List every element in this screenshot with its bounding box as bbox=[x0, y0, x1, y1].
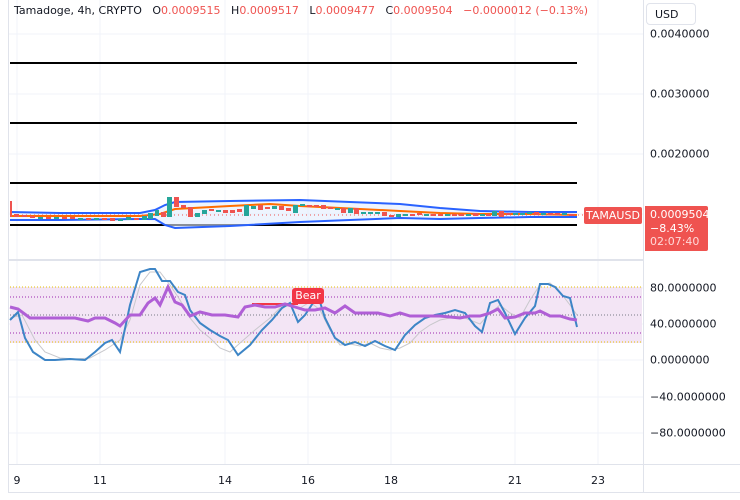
pane-separator[interactable] bbox=[8, 259, 740, 261]
indicator-tick: 0.0000000 bbox=[650, 353, 710, 367]
change-value: −0.0000012 (−0.13%) bbox=[463, 4, 589, 17]
bar-countdown: 02:07:40 bbox=[650, 235, 700, 248]
stochastic-k-line bbox=[9, 268, 578, 362]
last-price-value: 0.0009504 bbox=[650, 208, 710, 221]
bear-signal-label: Bear bbox=[292, 288, 324, 304]
open-value: 0.0009515 bbox=[161, 4, 221, 17]
support-resistance-lines bbox=[10, 62, 577, 226]
symbol-price-tag: TAMAUSD bbox=[584, 207, 642, 224]
high-value: 0.0009517 bbox=[239, 4, 299, 17]
low-value: 0.0009477 bbox=[315, 4, 375, 17]
bottom-border bbox=[8, 492, 740, 493]
open-label: O bbox=[152, 4, 162, 17]
time-axis[interactable] bbox=[8, 464, 740, 493]
bollinger-upper bbox=[9, 198, 577, 214]
time-label: 21 bbox=[508, 474, 522, 487]
currency-button[interactable]: USD bbox=[646, 3, 696, 25]
time-label: 14 bbox=[218, 474, 232, 487]
rsi-line bbox=[9, 283, 578, 328]
price-tick: 0.0020000 bbox=[650, 147, 710, 161]
last-price-tag: 0.0009504 −8.43% 02:07:40 bbox=[645, 206, 710, 251]
close-label: C bbox=[385, 4, 394, 17]
indicator-tick: 40.0000000 bbox=[650, 317, 717, 331]
price-tick: 0.0030000 bbox=[650, 87, 710, 101]
ohlc-legend: Tamadoge, 4h, CRYPTO O0.0009515 H0.00095… bbox=[14, 4, 588, 17]
time-label: 23 bbox=[591, 474, 605, 487]
time-label: 9 bbox=[13, 474, 21, 487]
left-border bbox=[8, 0, 9, 493]
last-price-change: −8.43% bbox=[650, 221, 695, 235]
indicator-tick: 80.0000000 bbox=[650, 281, 717, 295]
price-tick: 0.0040000 bbox=[650, 27, 710, 41]
indicator-tick: −40.0000000 bbox=[650, 390, 726, 404]
candles bbox=[10, 197, 574, 221]
symbol-title[interactable]: Tamadoge, 4h, CRYPTO bbox=[14, 4, 142, 17]
grid-lines bbox=[8, 0, 643, 464]
high-label: H bbox=[231, 4, 240, 17]
time-label: 16 bbox=[301, 474, 315, 487]
bollinger-fill bbox=[10, 200, 577, 228]
indicator-tick: −80.0000000 bbox=[650, 426, 726, 440]
low-label: L bbox=[309, 4, 316, 17]
time-label: 11 bbox=[93, 474, 107, 487]
time-label: 18 bbox=[384, 474, 398, 487]
close-value: 0.0009504 bbox=[393, 4, 453, 17]
